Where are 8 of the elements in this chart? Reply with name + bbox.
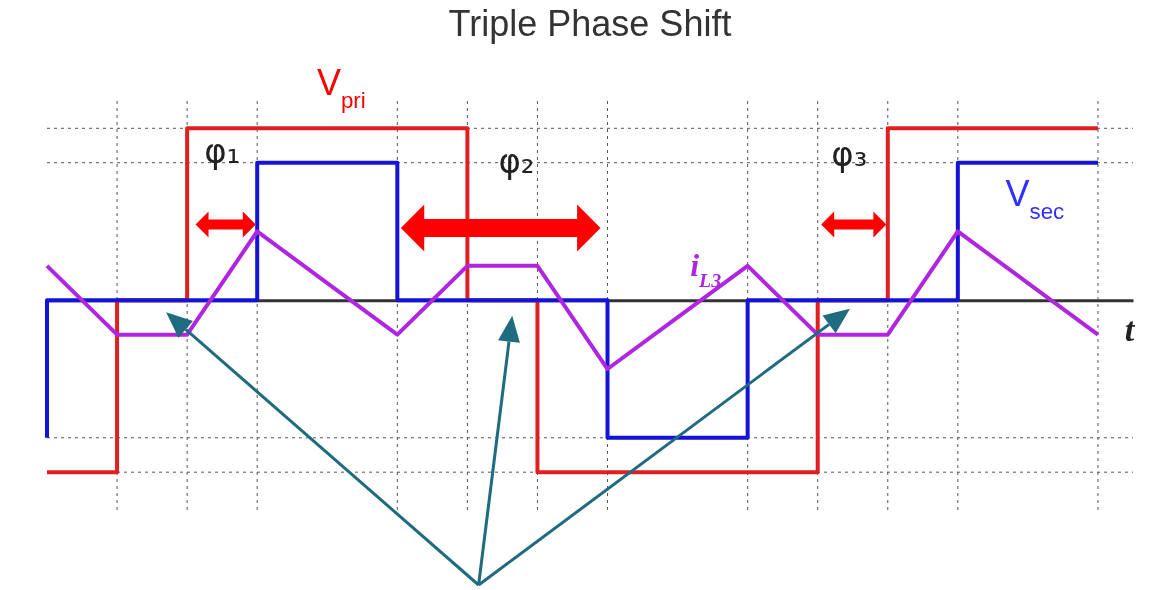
annotation: φ₃ xyxy=(831,134,868,174)
annotation: φ₁ xyxy=(204,130,241,171)
chart-title: Triple Phase Shift xyxy=(448,2,732,44)
series-label: V$_{sec}$ xyxy=(1005,173,1065,224)
series-label: V$_{pri}$ xyxy=(316,61,366,113)
annotation: φ₂ xyxy=(498,140,535,181)
x-axis-title: t xyxy=(1124,310,1136,348)
series-label: i$_{L3}$ xyxy=(690,247,722,292)
